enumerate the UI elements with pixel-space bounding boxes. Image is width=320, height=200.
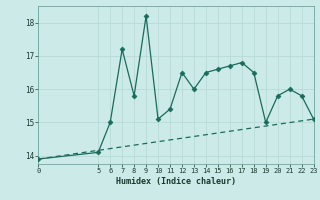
X-axis label: Humidex (Indice chaleur): Humidex (Indice chaleur) <box>116 177 236 186</box>
